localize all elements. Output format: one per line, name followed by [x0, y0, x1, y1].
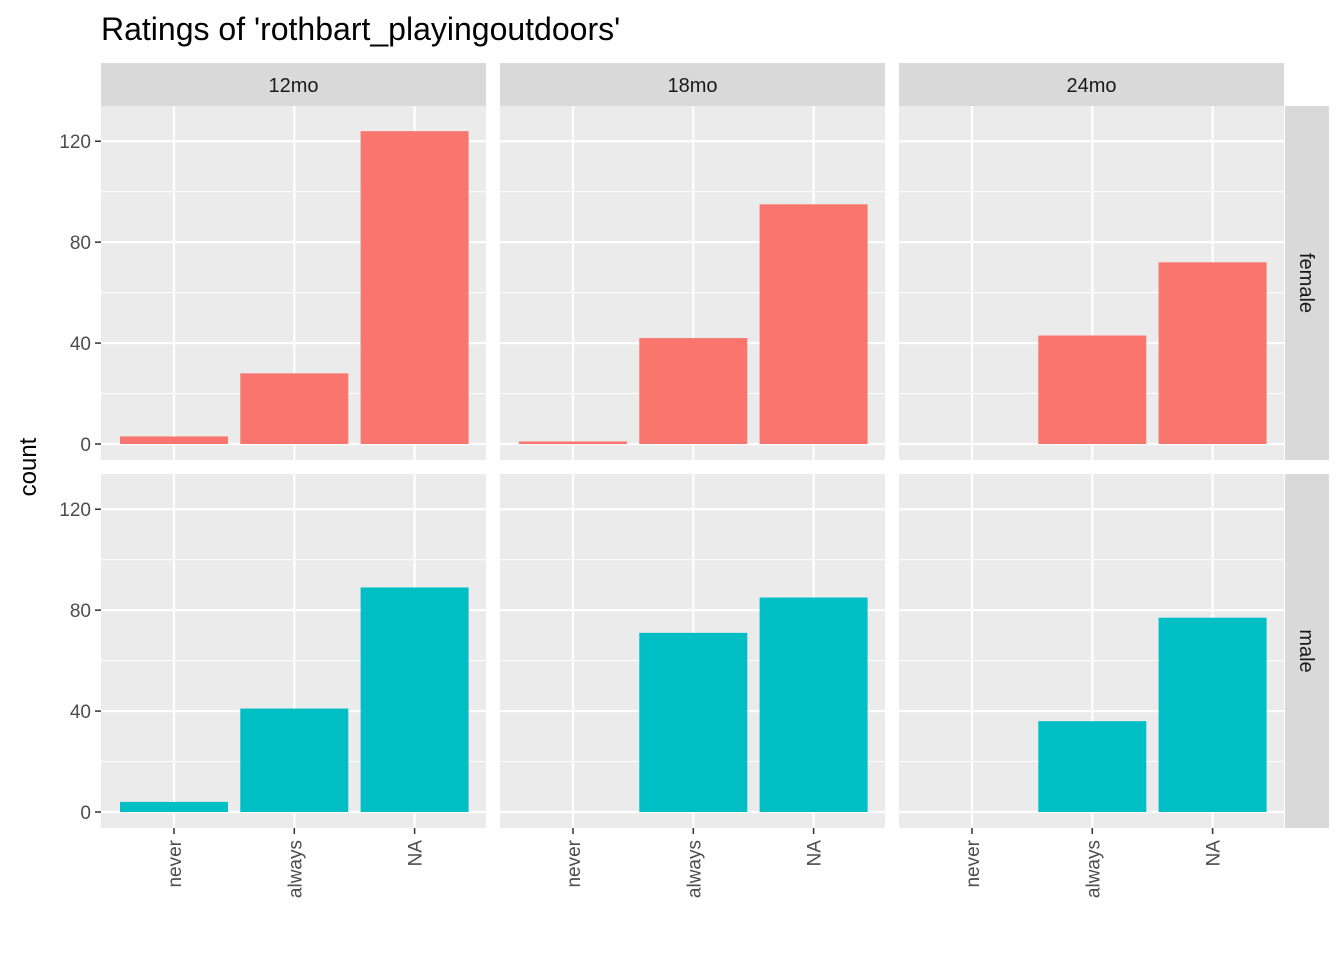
y-tick-label: 80 — [70, 601, 91, 622]
panel-female-18mo — [500, 106, 885, 460]
facet-label-24mo: 24mo — [1066, 75, 1116, 97]
facet-label-12mo: 12mo — [268, 75, 318, 97]
facet-label-18mo: 18mo — [667, 75, 717, 97]
y-tick-label: 0 — [80, 803, 91, 824]
facet-label-female: female — [1295, 253, 1317, 313]
bar-NA — [1158, 262, 1267, 444]
panel-male-24mo — [899, 474, 1284, 828]
bar-always — [1038, 721, 1147, 812]
x-tick-label-never: never — [564, 839, 585, 887]
y-axis-title: count — [15, 437, 42, 496]
facet-label-male: male — [1295, 629, 1317, 672]
facet-strip-24mo — [899, 63, 1284, 106]
bar-NA — [360, 587, 469, 812]
x-tick-label-always: always — [285, 840, 306, 898]
y-tick-label: 0 — [80, 435, 91, 456]
x-tick-label-NA: NA — [406, 840, 427, 867]
bar-NA — [1158, 617, 1267, 812]
bar-always — [639, 338, 748, 444]
x-tick-label-NA: NA — [805, 840, 826, 867]
x-tick-label-never: never — [963, 839, 984, 887]
bar-never — [120, 801, 228, 812]
bar-NA — [759, 204, 868, 444]
y-tick-label: 40 — [70, 702, 91, 723]
x-tick-label-NA: NA — [1204, 840, 1225, 867]
panel-male-18mo — [500, 474, 885, 828]
bar-NA — [360, 131, 469, 444]
panel-female-12mo — [101, 106, 486, 460]
panels: 12mo 18mo 24mo female male 0 40 80 120 0 40 80 120 ne… — [59, 63, 1329, 898]
bar-never — [120, 436, 228, 444]
bar-NA — [759, 597, 868, 812]
y-tick-label: 40 — [70, 334, 91, 355]
x-tick-label-never: never — [165, 839, 186, 887]
bar-always — [1038, 335, 1147, 444]
y-tick-label: 120 — [59, 132, 91, 153]
chart-title: Ratings of 'rothbart_playingoutdoors' — [101, 11, 620, 47]
y-tick-label: 120 — [59, 500, 91, 521]
facet-strip-male — [1285, 474, 1329, 828]
facet-strip-18mo — [500, 63, 885, 106]
y-tick-label: 80 — [70, 233, 91, 254]
x-tick-label-always: always — [684, 840, 705, 898]
bar-always — [240, 708, 349, 812]
facet-strip-female — [1285, 106, 1329, 460]
x-tick-label-always: always — [1083, 840, 1104, 898]
panel-male-12mo — [101, 474, 486, 828]
panel-female-24mo — [899, 106, 1284, 460]
bar-always — [240, 373, 349, 444]
facet-strip-12mo — [101, 63, 486, 106]
bar-always — [639, 632, 748, 812]
bar-never — [519, 441, 627, 444]
